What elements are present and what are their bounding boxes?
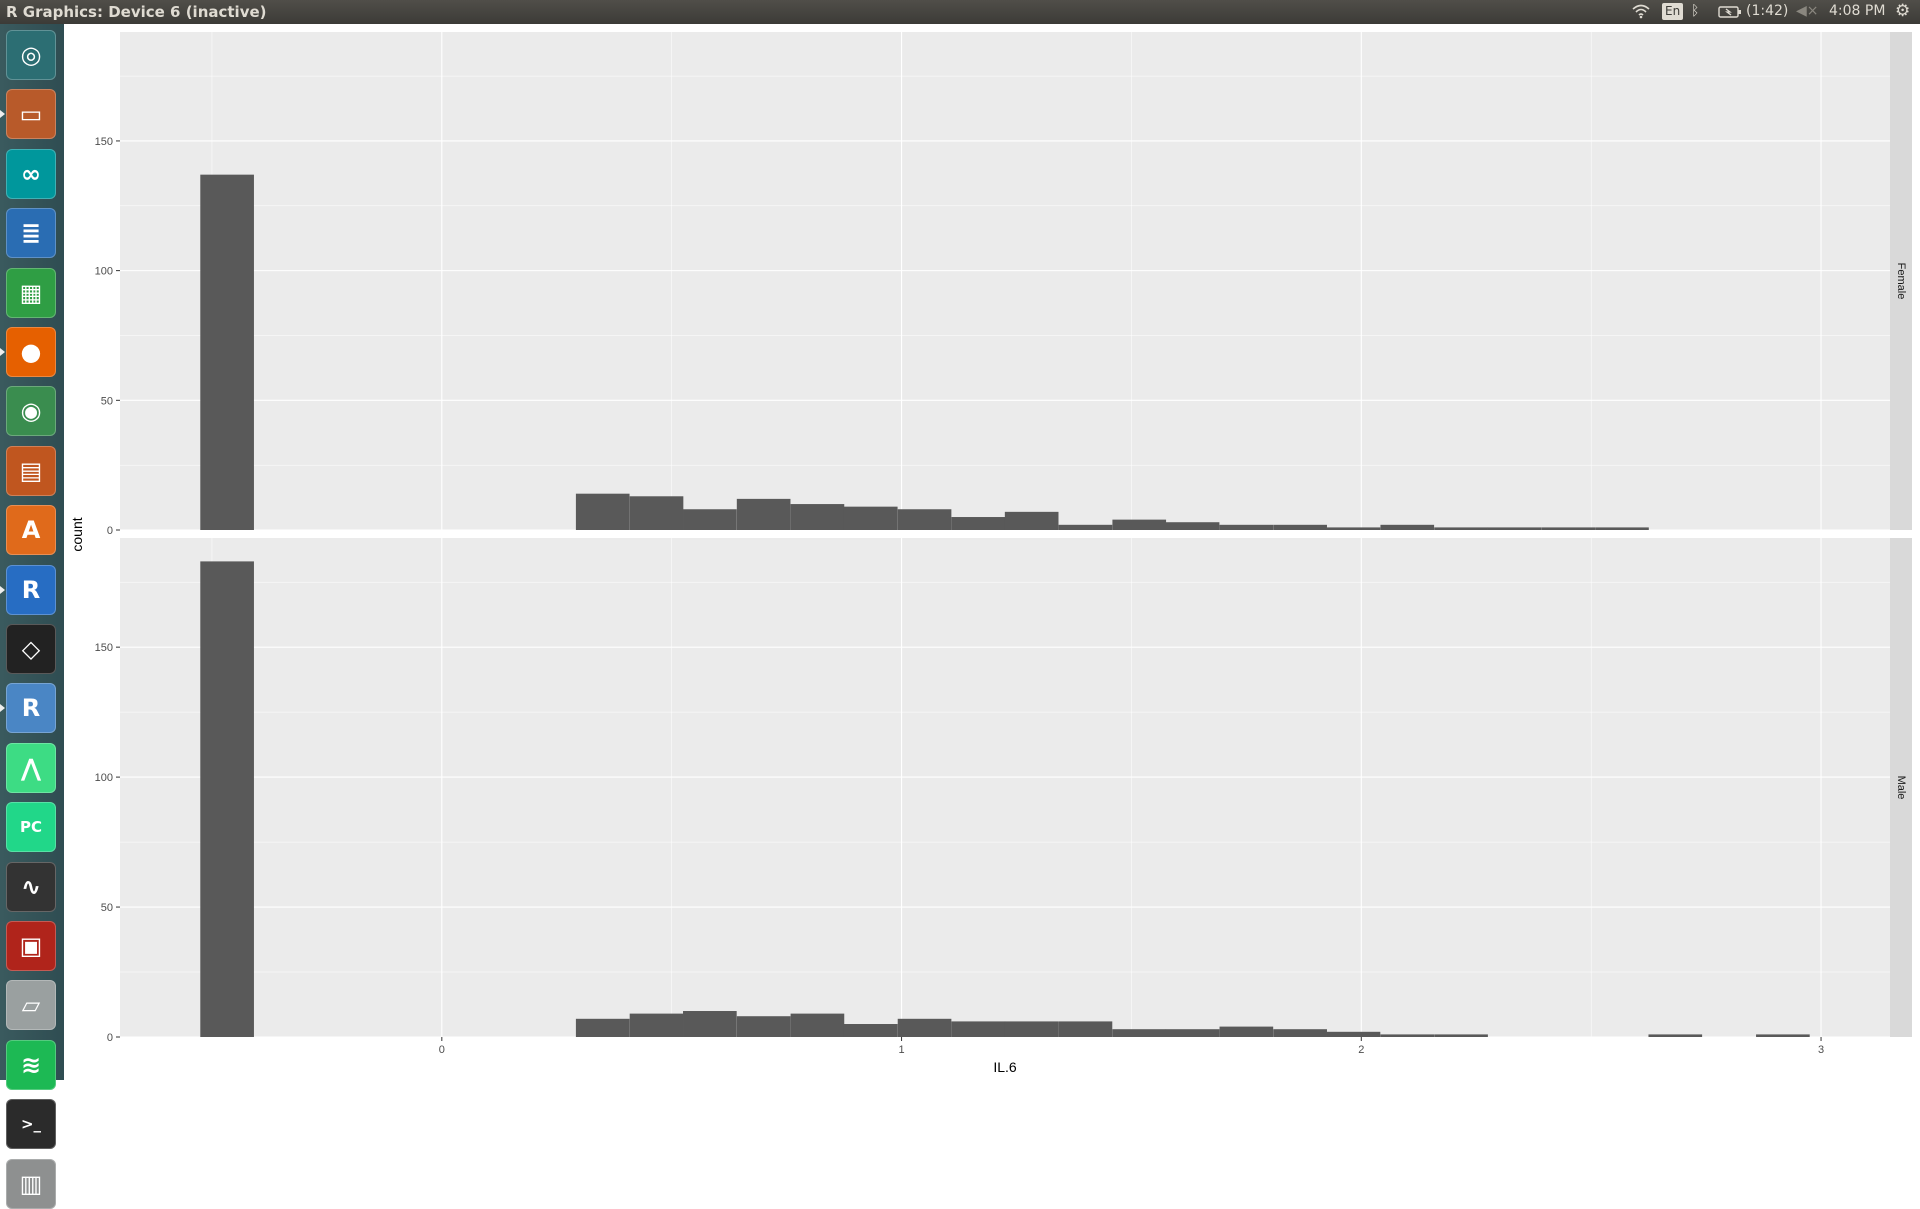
clock[interactable]: 4:08 PM (1829, 3, 1886, 19)
histogram-bar (843, 506, 898, 530)
histogram-bar (1756, 1034, 1810, 1037)
drive-icon[interactable]: ▱ (6, 980, 56, 1031)
histogram-bar (1595, 527, 1649, 530)
keyboard-language-indicator[interactable]: En (1662, 3, 1684, 20)
x-axis-title: IL.6 (993, 1059, 1017, 1075)
firefox-icon[interactable]: ● (6, 327, 56, 377)
panel-background (120, 32, 1890, 530)
arduino-icon[interactable]: ∞ (6, 148, 56, 199)
rstudio-icon[interactable]: R (6, 683, 56, 734)
x-tick-label: 0 (439, 1044, 445, 1056)
histogram-bar (1326, 1031, 1381, 1037)
histogram-bar (1380, 524, 1435, 530)
histogram-bar (200, 561, 254, 1037)
histogram-bar (1219, 1026, 1274, 1037)
facet-strip (1890, 538, 1912, 1037)
files-icon[interactable]: ▭ (6, 89, 56, 140)
y-tick-label: 0 (107, 525, 113, 537)
histogram-bar (1004, 511, 1059, 530)
histogram-bar (629, 496, 684, 530)
y-axis-title: count (69, 517, 85, 551)
android-studio-icon[interactable]: ⋀ (6, 742, 56, 793)
bluetooth-icon[interactable]: ᛒ (1691, 3, 1700, 19)
histogram-bar (1434, 1034, 1488, 1037)
facet-label: Male (1895, 776, 1907, 800)
launcher: ◎ ▭ ∞ ≣ ▦ ● ◉ ▤ A R ◇ R ⋀ PC ∿ ▣ ▱ ≋ >_ ▥ (0, 24, 64, 1209)
histogram-bar (1058, 524, 1113, 530)
gear-icon[interactable]: ⚙ (1895, 1, 1911, 21)
running-indicator (0, 110, 5, 119)
x-tick-label: 3 (1818, 1044, 1824, 1056)
y-tick-label: 50 (101, 902, 113, 914)
histogram-bar (1004, 1021, 1059, 1037)
y-tick-label: 0 (107, 1032, 113, 1044)
histogram-bar (736, 1016, 791, 1037)
battery-time[interactable]: (1:42) (1746, 3, 1789, 19)
y-tick-label: 100 (95, 266, 113, 278)
histogram-bar (1112, 1029, 1167, 1037)
y-tick-label: 100 (95, 772, 113, 784)
system-monitor-icon[interactable]: ∿ (6, 861, 56, 912)
volume-muted-icon[interactable]: ◀× (1796, 3, 1819, 19)
r-icon[interactable]: R (6, 564, 56, 615)
histogram-bar (1273, 524, 1327, 530)
histogram-bar (1487, 527, 1542, 530)
y-tick-label: 150 (95, 642, 113, 654)
histogram-bar (1058, 1021, 1113, 1037)
running-indicator (0, 348, 5, 356)
histogram-bar (1380, 1034, 1435, 1037)
y-tick-label: 150 (95, 136, 113, 148)
pycharm-icon[interactable]: PC (6, 802, 56, 853)
histogram-bar (575, 493, 630, 530)
histogram-bar (951, 1021, 1006, 1037)
facet-label: Female (1895, 263, 1907, 300)
histogram-bar (683, 1011, 737, 1037)
histogram-bar (629, 1013, 684, 1037)
histogram-bar (1541, 527, 1596, 530)
panel-background (120, 538, 1890, 1037)
top-panel: R Graphics: Device 6 (inactive) En ᛒ (1:… (0, 0, 1920, 24)
histogram-bar (897, 509, 952, 530)
faceted-histogram-chart: Female 0 50 100 150 Male 0 50 100 150 0 1 2 3 IL.6 coun… (69, 32, 1912, 1075)
x-tick-label: 1 (898, 1044, 904, 1056)
histogram-bar (575, 1018, 630, 1037)
facet-strip (1890, 32, 1912, 530)
libreoffice-impress-icon[interactable]: ▤ (6, 445, 56, 496)
histogram-bar (736, 498, 791, 530)
chrome-icon[interactable]: ◉ (6, 386, 56, 437)
histogram-bar (1648, 1034, 1703, 1037)
battery-icon[interactable] (1718, 5, 1742, 19)
libreoffice-writer-icon[interactable]: ≣ (6, 208, 56, 259)
histogram-bar (1165, 1029, 1220, 1037)
histogram-bar (843, 1024, 898, 1037)
histogram-bar (1326, 527, 1381, 530)
terminal-red-icon[interactable]: ▣ (6, 921, 56, 971)
histogram-bar (200, 174, 254, 530)
trash-icon[interactable]: ▥ (6, 1158, 56, 1209)
spotify-icon[interactable]: ≋ (6, 1039, 56, 1090)
histogram-bar (951, 517, 1006, 530)
wifi-icon[interactable] (1631, 3, 1651, 19)
histogram-bar (790, 504, 845, 530)
running-indicator (0, 704, 5, 713)
window-title: R Graphics: Device 6 (inactive) (6, 3, 267, 21)
running-indicator (0, 585, 5, 594)
histogram-bar (1112, 519, 1167, 530)
x-tick-label: 2 (1358, 1044, 1364, 1056)
software-center-icon[interactable]: A (6, 505, 56, 556)
histogram-bar (897, 1018, 952, 1037)
histogram-bar (683, 509, 737, 530)
terminal-icon[interactable]: >_ (6, 1099, 56, 1150)
ubuntu-dash-icon[interactable]: ◎ (6, 30, 56, 80)
histogram-bar (1165, 522, 1220, 530)
libreoffice-calc-icon[interactable]: ▦ (6, 267, 56, 318)
histogram-bar (1273, 1029, 1327, 1037)
histogram-bar (1219, 524, 1274, 530)
r-graphics-device: Female 0 50 100 150 Male 0 50 100 150 0 1 2 3 IL.6 coun… (64, 24, 1920, 1080)
y-tick-label: 50 (101, 395, 113, 407)
unity-icon[interactable]: ◇ (6, 624, 56, 674)
histogram-bar (790, 1013, 845, 1037)
histogram-bar (1434, 527, 1488, 530)
